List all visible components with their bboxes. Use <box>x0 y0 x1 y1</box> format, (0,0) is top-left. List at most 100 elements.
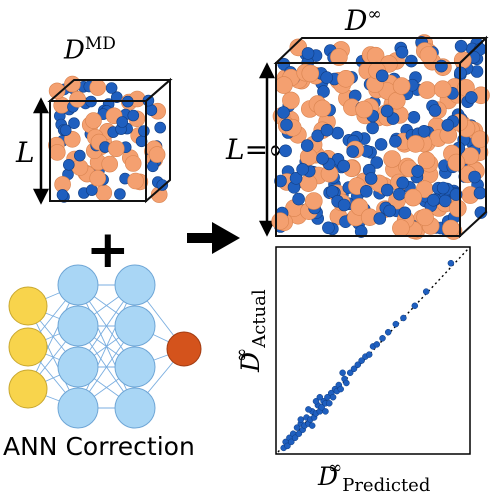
orange-atom <box>64 75 81 93</box>
scatter-point <box>339 369 346 377</box>
scatter-point <box>326 400 333 407</box>
blue-atom <box>296 163 309 176</box>
orange-atom <box>282 91 300 110</box>
blue-atom <box>404 54 418 68</box>
hidden-node <box>114 305 156 347</box>
orange-atom <box>471 130 489 149</box>
hidden-node <box>57 264 99 306</box>
blue-atom <box>337 198 351 212</box>
blue-atom <box>370 156 384 169</box>
hidden-node <box>57 346 99 388</box>
orange-atom <box>337 70 355 88</box>
blue-atom <box>320 71 334 84</box>
orange-atom <box>433 80 452 98</box>
blue-atom <box>473 186 487 200</box>
orange-atom <box>271 212 290 230</box>
blue-atom <box>68 117 80 129</box>
inf-box-title: D∞ <box>345 4 382 37</box>
scatter-point <box>322 408 329 415</box>
blue-atom <box>300 139 314 152</box>
scatter-point <box>379 335 386 342</box>
blue-atom <box>105 82 118 94</box>
neural-network <box>8 264 202 429</box>
blue-atom <box>359 185 373 198</box>
orange-atom <box>89 79 106 96</box>
blue-atom <box>279 144 292 158</box>
blue-atom <box>56 189 69 201</box>
orange-atom <box>48 144 66 161</box>
blue-atom <box>127 109 140 122</box>
ann-caption: ANN Correction <box>3 432 195 461</box>
orange-atom <box>392 219 410 237</box>
scatter-point <box>400 314 407 322</box>
scatter-point <box>422 288 430 295</box>
blue-atom <box>138 125 150 137</box>
orange-atom <box>448 199 467 218</box>
nn-edge <box>77 284 136 409</box>
scatter-point <box>358 357 365 364</box>
orange-atom <box>101 155 118 173</box>
orange-atom <box>53 96 71 114</box>
length-label: L <box>16 136 35 169</box>
scatter-point <box>346 369 354 377</box>
blue-atom <box>474 206 488 219</box>
scatter-point <box>350 365 358 373</box>
orange-atom <box>383 150 401 168</box>
blue-atom <box>454 39 468 53</box>
orange-atom <box>148 146 166 163</box>
scatter-point <box>316 393 324 401</box>
orange-atom <box>108 140 125 157</box>
blue-atom <box>346 145 360 158</box>
scatter-point <box>373 341 381 348</box>
hidden-node <box>57 305 99 347</box>
blue-atom <box>364 172 378 185</box>
orange-atom <box>95 184 113 202</box>
scatter-point <box>318 404 325 411</box>
input-node <box>8 327 48 367</box>
orange-atom <box>442 219 460 238</box>
blue-atom <box>156 179 169 191</box>
orange-atom <box>89 169 106 187</box>
hidden-node <box>57 387 99 429</box>
blue-atom <box>280 118 293 132</box>
hidden-node <box>114 387 156 429</box>
x-axis-label: D∞Predicted <box>318 458 431 496</box>
blue-atom <box>111 91 123 103</box>
blue-atom <box>114 188 126 200</box>
blue-atom <box>325 185 339 198</box>
orange-atom <box>447 153 466 172</box>
blue-atom <box>292 192 305 206</box>
blue-atom <box>322 221 335 235</box>
input-node <box>8 286 48 326</box>
blue-atom <box>59 124 72 136</box>
blue-atom <box>331 126 344 140</box>
orange-atom <box>301 64 320 83</box>
orange-atom <box>417 151 436 170</box>
blue-atom <box>317 85 330 98</box>
scatter-point <box>288 438 295 446</box>
blue-atom <box>417 125 431 138</box>
orange-atom <box>406 135 425 153</box>
blue-atom <box>411 165 424 178</box>
blue-atom <box>116 116 128 128</box>
length-arrow <box>32 97 50 205</box>
scatter-point <box>337 385 344 393</box>
scatter-point <box>343 379 350 387</box>
orange-atom <box>127 172 144 190</box>
blue-atom <box>316 152 329 165</box>
blue-atom <box>464 91 478 104</box>
blue-atom <box>398 206 412 220</box>
blue-atom <box>86 184 98 196</box>
blue-atom <box>436 181 450 195</box>
blue-atom <box>337 159 351 173</box>
orange-atom <box>124 155 142 172</box>
scatter-point <box>308 422 316 429</box>
orange-atom <box>69 91 86 108</box>
y-axis-label: D∞Actual <box>232 289 270 372</box>
scatter-point <box>295 430 303 437</box>
length-infinite-arrow <box>258 62 276 237</box>
parity-plot <box>275 246 471 455</box>
orange-atom <box>392 77 411 95</box>
scatter-point <box>392 320 400 328</box>
